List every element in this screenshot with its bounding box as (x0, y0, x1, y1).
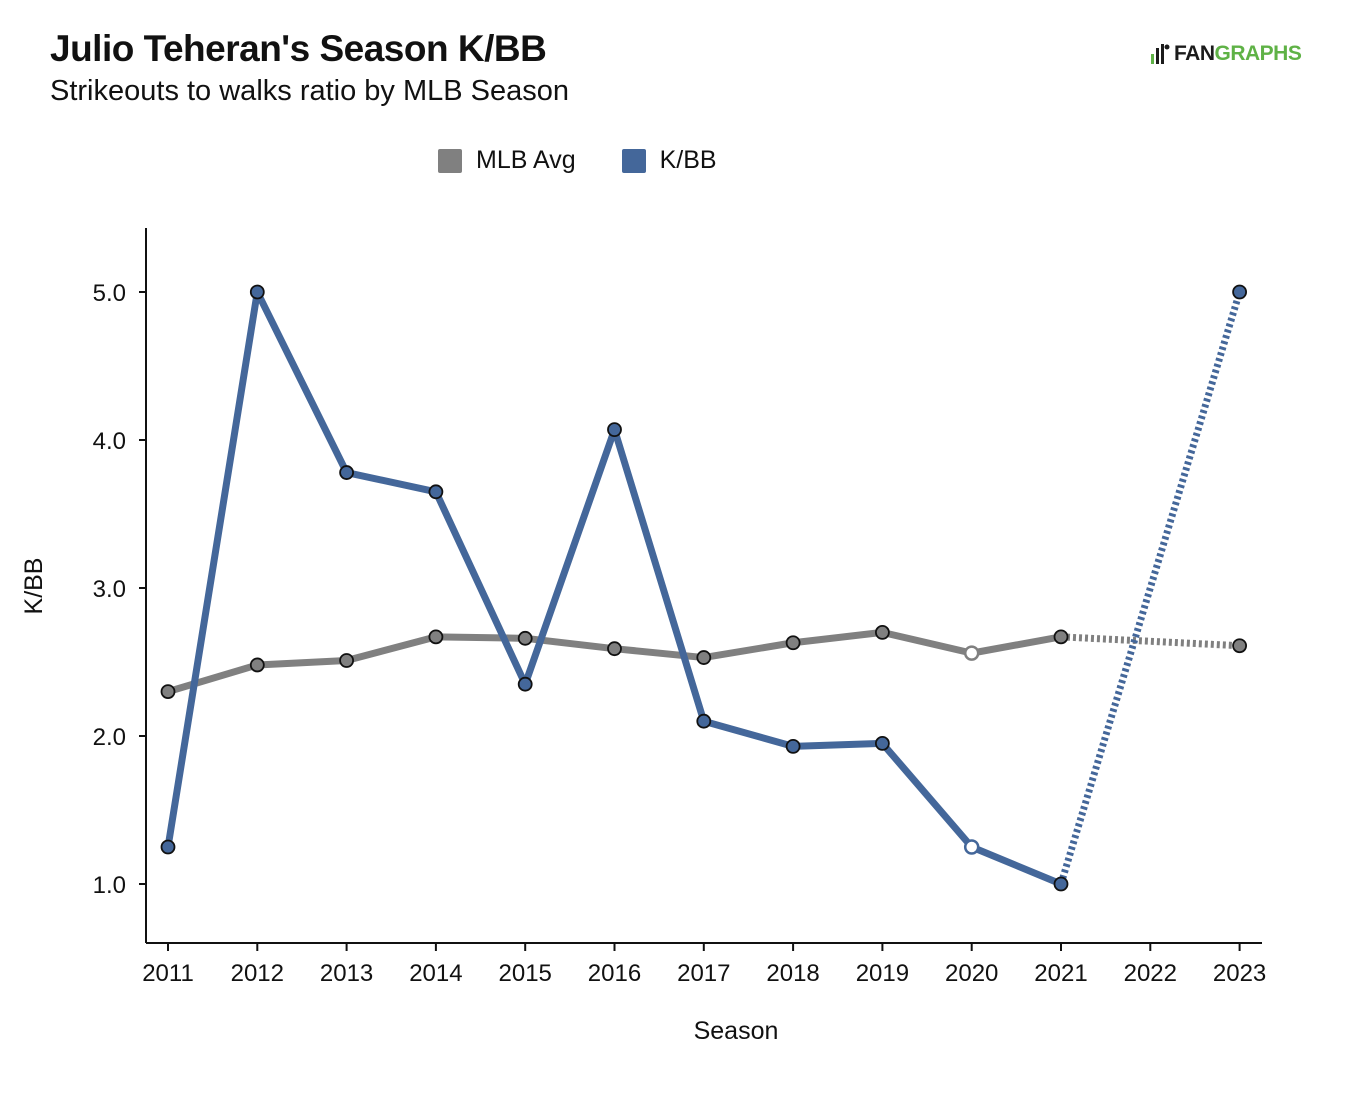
logo-text-graphs: GRAPHS (1214, 42, 1302, 65)
data-point-mlb-avg (428, 629, 444, 645)
series-segment-k-bb (611, 426, 708, 725)
data-point-k-bb (339, 465, 355, 480)
series-segment-k-bb (1057, 290, 1243, 886)
y-tick-label: 3.0 (93, 576, 126, 603)
chart-lines (164, 288, 1243, 888)
series-segment-k-bb (968, 843, 1065, 888)
x-tick-label: 2011 (142, 960, 194, 987)
data-point-mlb-avg (249, 657, 265, 673)
legend-label-kbb: K/BB (659, 146, 717, 174)
logo-text-fan: FAN (1174, 42, 1215, 65)
x-tick-label: 2013 (320, 960, 373, 987)
chart-title: Julio Teheran's Season K/BB (50, 28, 547, 69)
chart-points (160, 284, 1247, 892)
y-tick-label: 1.0 (93, 872, 126, 899)
data-point-k-bb (785, 738, 801, 754)
series-segment-k-bb (253, 288, 351, 477)
legend-label-mlb-avg: MLB Avg (476, 146, 576, 174)
data-point-mlb-avg (1232, 638, 1247, 654)
data-point-mlb-avg (517, 630, 533, 646)
series-segment-mlb-avg (878, 628, 976, 657)
x-tick-label: 2017 (677, 960, 730, 987)
x-tick-label: 2018 (766, 960, 819, 987)
data-point-mlb-avg (696, 650, 712, 665)
data-point-mlb-avg (339, 653, 355, 668)
legend: MLB Avg K/BB (438, 146, 763, 175)
series-segment-k-bb (164, 288, 261, 851)
fangraphs-logo: FAN GRAPHS (1148, 42, 1302, 66)
series-segment-mlb-avg (343, 633, 440, 665)
x-tick-label: 2022 (1124, 960, 1177, 987)
legend-swatch-mlb-avg (438, 148, 462, 173)
legend-swatch-kbb (621, 148, 646, 173)
x-tick-label: 2019 (856, 960, 909, 987)
series-segment-k-bb (789, 739, 886, 750)
chart-axes: 1.0 2.0 3.0 4.0 5.0 2011 2012 2013 2014 2015 2016 2… (93, 228, 1266, 987)
batter-icon (1151, 44, 1170, 64)
series-segment-mlb-avg (968, 633, 1065, 657)
data-point-mlb-avg (607, 641, 622, 657)
data-point-k-bb (517, 676, 533, 692)
data-point-k-bb (1053, 876, 1069, 892)
x-tick-label: 2016 (588, 960, 641, 987)
legend-item-kbb[interactable]: K/BB (621, 146, 717, 175)
data-point-k-bb (963, 839, 980, 855)
series-segment-mlb-avg (700, 639, 797, 662)
y-axis-label: K/BB (20, 558, 48, 615)
data-point-mlb-avg (160, 684, 176, 699)
x-tick-label: 2015 (499, 960, 552, 987)
chart-subtitle: Strikeouts to walks ratio by MLB Season (50, 75, 570, 107)
series-segment-k-bb (700, 717, 797, 750)
x-tick-label: 2014 (409, 960, 462, 987)
y-tick-label: 4.0 (93, 428, 126, 455)
series-segment-mlb-avg (1060, 633, 1240, 650)
x-axis-label: Season (694, 1017, 779, 1045)
x-tick-label: 2020 (945, 960, 998, 987)
x-tick-label: 2023 (1213, 960, 1266, 987)
data-point-mlb-avg (963, 645, 980, 661)
y-tick-label: 2.0 (93, 724, 126, 751)
y-tick-label: 5.0 (93, 280, 126, 307)
data-point-k-bb (1232, 284, 1247, 300)
data-point-mlb-avg (1053, 629, 1069, 645)
series-segment-k-bb (343, 469, 440, 496)
series-segment-k-bb (878, 739, 976, 851)
series-segment-mlb-avg (432, 633, 529, 642)
series-segment-mlb-avg (789, 628, 886, 647)
data-point-mlb-avg (785, 635, 801, 651)
data-point-k-bb (607, 422, 622, 438)
series-segment-mlb-avg (164, 661, 261, 696)
data-point-k-bb (428, 484, 444, 500)
series-segment-mlb-avg (611, 645, 708, 662)
data-point-k-bb (249, 284, 265, 300)
data-point-k-bb (160, 839, 176, 855)
series-segment-k-bb (521, 426, 618, 688)
data-point-k-bb (875, 736, 890, 751)
x-tick-label: 2012 (231, 960, 284, 987)
data-point-k-bb (696, 713, 712, 729)
legend-item-mlb-avg[interactable]: MLB Avg (438, 146, 576, 175)
x-tick-label: 2021 (1034, 960, 1087, 987)
data-point-mlb-avg (875, 625, 890, 640)
series-segment-k-bb (432, 488, 529, 688)
series-segment-mlb-avg (253, 657, 351, 669)
